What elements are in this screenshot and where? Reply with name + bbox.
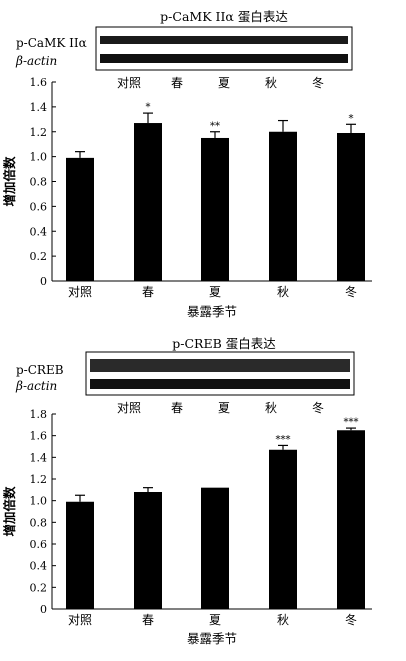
- bar-plot-creb: 0 0.2 0.4 0.6 0.8 1.0 1.2 1.4 1.6 1.8 对照 春 夏 *** 秋 *** 冬…: [2, 408, 372, 646]
- bar: [201, 137, 229, 281]
- blot-lane-label-camk: 夏: [218, 76, 230, 90]
- panel-creb: p-CREB 蛋白表达 p-CREB β-actin 对照 春 夏 秋 冬 00…: [2, 336, 372, 646]
- blot-lane-label-camk: 对照: [117, 76, 141, 90]
- y-tick-label: 1.4: [30, 451, 48, 464]
- bar: [134, 123, 162, 281]
- x-axis-label: 暴露季节: [187, 304, 237, 319]
- y-tick-label: 0.6: [30, 200, 48, 213]
- blot-frame-camk: [95, 26, 353, 71]
- y-tick-label: 0.8: [30, 176, 48, 189]
- y-tick-label: 1.0: [30, 495, 48, 508]
- blot-label-creb-0: p-CREB: [16, 363, 64, 377]
- blot-lane-labels-camk: 对照 春 夏 秋 冬: [117, 75, 324, 90]
- blot-label-camk-1: β-actin: [15, 54, 57, 68]
- bar: [269, 131, 297, 281]
- x-tick-label: 春: [142, 613, 154, 627]
- y-tick-label: 1.4: [30, 101, 48, 114]
- bar: [66, 501, 94, 609]
- blot-lane-label-creb: 夏: [218, 401, 230, 415]
- blot-lane-label-camk: 春: [171, 76, 183, 90]
- bar: [134, 492, 162, 609]
- panel-camk: p-CaMK IIα 蛋白表达 p-CaMK IIα β-actin 对照 春 …: [2, 9, 372, 319]
- y-tick-label: 0.2: [30, 250, 48, 263]
- blot-lane-label-creb: 春: [171, 401, 183, 415]
- y-tick-label: 0: [40, 603, 47, 616]
- blot-band-creb-top: [90, 359, 350, 372]
- x-tick-label: 春: [142, 285, 154, 299]
- x-tick-label: 秋: [277, 613, 289, 627]
- y-tick-label: 1.0: [30, 151, 48, 164]
- blot-label-camk-0: p-CaMK IIα: [16, 36, 87, 50]
- y-tick-label: 1.2: [30, 473, 48, 486]
- bar: [337, 430, 365, 609]
- y-tick-label: 0.4: [30, 560, 48, 573]
- blot-label-creb-1: β-actin: [15, 379, 57, 393]
- x-tick-label: 对照: [68, 613, 92, 627]
- y-tick-label: 0.2: [30, 581, 48, 594]
- x-axis-label: 暴露季节: [187, 631, 237, 646]
- x-tick-label: 冬: [345, 612, 357, 627]
- western-blot-camk: p-CaMK IIα β-actin: [15, 26, 353, 71]
- bar: [337, 132, 365, 281]
- significance-marker: *: [146, 102, 151, 113]
- blot-lane-label-creb: 冬: [312, 400, 324, 415]
- significance-marker: ***: [276, 434, 291, 445]
- y-tick-label: 1.6: [30, 430, 48, 443]
- bar: [269, 449, 297, 609]
- blot-lane-label-camk: 冬: [312, 75, 324, 90]
- significance-marker: ***: [344, 417, 359, 428]
- x-tick-label: 秋: [277, 285, 289, 299]
- chart-title-camk: p-CaMK IIα 蛋白表达: [160, 9, 288, 24]
- chart-title-creb: p-CREB 蛋白表达: [172, 336, 276, 351]
- y-tick-label: 1.8: [30, 408, 48, 421]
- y-tick-label: 0.4: [30, 225, 48, 238]
- bar: [201, 487, 229, 609]
- bar: [66, 157, 94, 281]
- y-tick-label: 1.6: [30, 76, 48, 89]
- blot-band-camk-bottom: [100, 54, 348, 63]
- y-axis-label: 增加倍数: [2, 486, 17, 537]
- blot-lane-label-camk: 秋: [265, 76, 277, 90]
- blot-lane-label-creb: 对照: [117, 401, 141, 415]
- blot-band-creb-bottom: [90, 379, 350, 389]
- y-tick-label: 0: [40, 275, 47, 288]
- y-tick-label: 0.6: [30, 538, 48, 551]
- bar-plot-camk: 00.20.40.60.81.01.21.41.6对照*春**夏 秋*冬暴露季节增…: [2, 76, 372, 319]
- y-tick-label: 0.8: [30, 516, 48, 529]
- significance-marker: **: [210, 121, 220, 132]
- x-tick-label: 夏: [209, 613, 221, 627]
- x-tick-label: 对照: [68, 285, 92, 299]
- blot-lane-labels-creb: 对照 春 夏 秋 冬: [117, 400, 324, 415]
- x-tick-label: 夏: [209, 285, 221, 299]
- y-tick-label: 1.2: [30, 126, 48, 139]
- y-axis-label: 增加倍数: [2, 156, 17, 207]
- blot-lane-label-creb: 秋: [265, 401, 277, 415]
- blot-band-camk-top: [100, 36, 348, 44]
- western-blot-creb: p-CREB β-actin: [15, 351, 355, 396]
- significance-marker: *: [349, 113, 354, 124]
- x-tick-label: 冬: [345, 284, 357, 299]
